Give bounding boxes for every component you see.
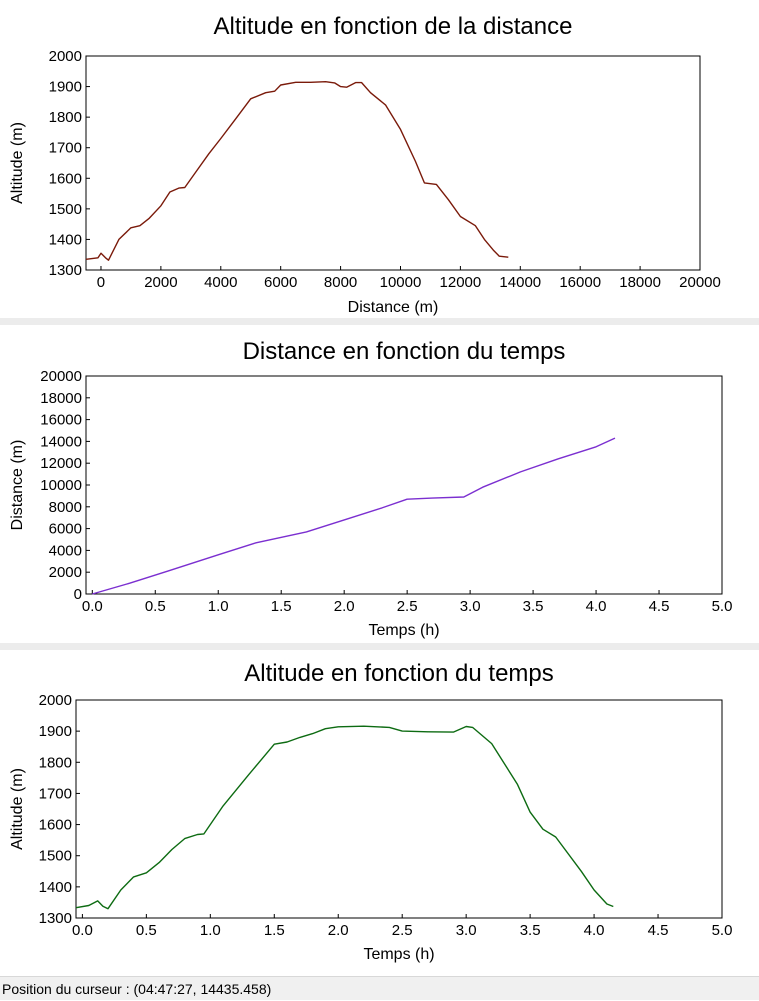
chart-title: Altitude en fonction du temps bbox=[244, 660, 554, 687]
y-tick-label: 0 bbox=[74, 586, 82, 603]
y-tick-label: 18000 bbox=[40, 390, 82, 407]
y-tick-label: 1900 bbox=[39, 723, 72, 740]
chart-title: Altitude en fonction de la distance bbox=[214, 13, 573, 40]
status-bar: Position du curseur : (04:47:27, 14435.4… bbox=[0, 976, 759, 1000]
y-axis-label: Altitude (m) bbox=[9, 122, 26, 204]
x-tick-label: 3.5 bbox=[523, 598, 544, 615]
x-tick-label: 4.5 bbox=[649, 598, 670, 615]
x-tick-label: 1.0 bbox=[208, 598, 229, 615]
altitude-distance-chart: Altitude en fonction de la distance 0 2000… bbox=[9, 13, 721, 316]
cursor-position-text: Position du curseur : (04:47:27, 14435.4… bbox=[2, 981, 272, 997]
x-tick-label: 3.0 bbox=[456, 922, 477, 939]
x-tick-label: 4.0 bbox=[586, 598, 607, 615]
x-tick-label: 0.0 bbox=[72, 922, 93, 939]
x-tick-label: 0 bbox=[97, 274, 105, 291]
x-tick-label: 0.0 bbox=[82, 598, 103, 615]
x-tick-label: 1.5 bbox=[271, 598, 292, 615]
chart-title: Distance en fonction du temps bbox=[243, 338, 566, 365]
x-tick-label: 20000 bbox=[679, 274, 721, 291]
x-tick-label: 0.5 bbox=[145, 598, 166, 615]
y-tick-label: 2000 bbox=[49, 48, 82, 65]
y-tick-label: 14000 bbox=[40, 433, 82, 450]
x-tick-label: 3.5 bbox=[520, 922, 541, 939]
x-tick-label: 2000 bbox=[144, 274, 177, 291]
y-tick-label: 1900 bbox=[49, 79, 82, 96]
chart-panel-distance-time: Distance en fonction du temps 0.0 0.5 1.0 1.… bbox=[0, 325, 759, 643]
x-axis-label: Distance (m) bbox=[348, 299, 439, 316]
x-tick-label: 5.0 bbox=[712, 922, 733, 939]
x-tick-label: 4.0 bbox=[584, 922, 605, 939]
x-tick-label: 18000 bbox=[619, 274, 661, 291]
x-tick-label: 10000 bbox=[380, 274, 422, 291]
x-axis-label: Temps (h) bbox=[363, 946, 434, 963]
x-tick-label: 0.5 bbox=[136, 922, 157, 939]
x-tick-label: 8000 bbox=[324, 274, 357, 291]
x-tick-label: 4000 bbox=[204, 274, 237, 291]
y-tick-label: 20000 bbox=[40, 368, 82, 385]
x-tick-label: 3.0 bbox=[460, 598, 481, 615]
y-tick-label: 1400 bbox=[39, 879, 72, 896]
plot-area bbox=[85, 55, 701, 271]
chart-panel-altitude-time: Altitude en fonction du temps 0.0 0.5 1.0 1.… bbox=[0, 650, 759, 976]
panel-separator bbox=[0, 643, 759, 650]
x-tick-label: 2.0 bbox=[328, 922, 349, 939]
y-axis-label: Altitude (m) bbox=[9, 768, 26, 850]
y-tick-label: 1400 bbox=[49, 231, 82, 248]
y-tick-label: 6000 bbox=[49, 521, 82, 538]
y-tick-label: 2000 bbox=[49, 564, 82, 581]
y-tick-label: 8000 bbox=[49, 499, 82, 516]
x-tick-label: 2.5 bbox=[397, 598, 418, 615]
x-tick-label: 14000 bbox=[499, 274, 541, 291]
x-tick-label: 16000 bbox=[559, 274, 601, 291]
series-line bbox=[92, 437, 616, 595]
y-axis-label: Distance (m) bbox=[9, 440, 26, 531]
plot-area bbox=[85, 375, 723, 595]
plot-area bbox=[75, 699, 723, 919]
y-tick-label: 12000 bbox=[40, 455, 82, 472]
x-tick-label: 5.0 bbox=[712, 598, 733, 615]
y-tick-label: 1600 bbox=[49, 170, 82, 187]
x-tick-label: 1.0 bbox=[200, 922, 221, 939]
series-line bbox=[75, 725, 614, 910]
y-tick-label: 10000 bbox=[40, 477, 82, 494]
y-tick-label: 1300 bbox=[49, 262, 82, 279]
chart-panel-altitude-distance: Altitude en fonction de la distance 0 2000… bbox=[0, 0, 759, 318]
y-tick-label: 2000 bbox=[39, 692, 72, 709]
y-tick-label: 1700 bbox=[39, 785, 72, 802]
x-tick-label: 6000 bbox=[264, 274, 297, 291]
series-line bbox=[85, 80, 509, 261]
y-tick-label: 4000 bbox=[49, 542, 82, 559]
altitude-time-chart: Altitude en fonction du temps 0.0 0.5 1.0 1.… bbox=[9, 660, 733, 963]
x-tick-label: 1.5 bbox=[264, 922, 285, 939]
x-tick-label: 12000 bbox=[440, 274, 482, 291]
x-tick-label: 4.5 bbox=[648, 922, 669, 939]
distance-time-chart: Distance en fonction du temps 0.0 0.5 1.0 1.… bbox=[9, 338, 733, 639]
panel-separator bbox=[0, 318, 759, 325]
y-tick-label: 1500 bbox=[39, 848, 72, 865]
y-tick-label: 1700 bbox=[49, 140, 82, 157]
x-axis-label: Temps (h) bbox=[368, 622, 439, 639]
y-tick-label: 1600 bbox=[39, 817, 72, 834]
x-tick-label: 2.0 bbox=[334, 598, 355, 615]
y-tick-label: 1500 bbox=[49, 201, 82, 218]
y-tick-label: 16000 bbox=[40, 412, 82, 429]
y-tick-label: 1800 bbox=[49, 109, 82, 126]
y-tick-label: 1300 bbox=[39, 910, 72, 927]
x-tick-label: 2.5 bbox=[392, 922, 413, 939]
y-tick-label: 1800 bbox=[39, 754, 72, 771]
